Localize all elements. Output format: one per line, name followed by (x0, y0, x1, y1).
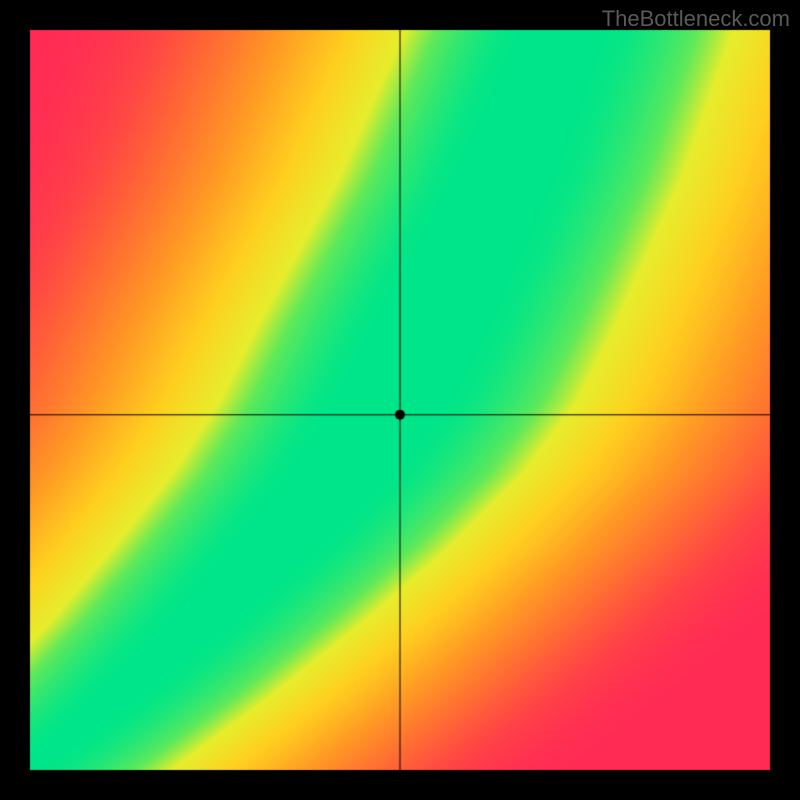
chart-container: { "watermark": "TheBottleneck.com", "cha… (0, 0, 800, 800)
bottleneck-heatmap (0, 0, 800, 800)
watermark-text: TheBottleneck.com (602, 6, 790, 32)
